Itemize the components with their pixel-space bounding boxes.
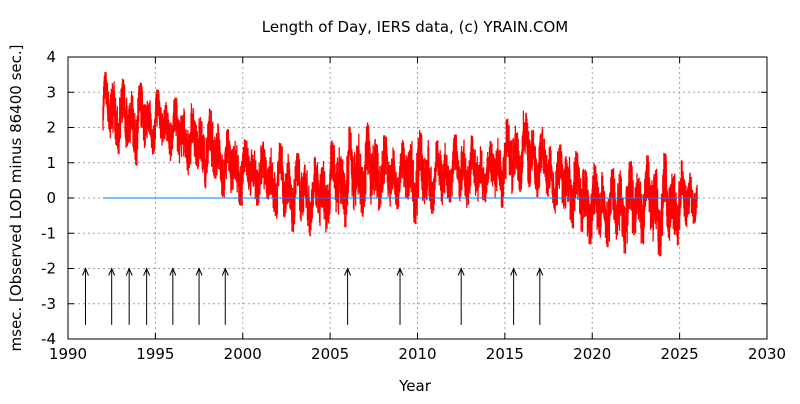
- x-tick-label: 1995: [136, 345, 174, 363]
- series-group: [82, 71, 698, 325]
- lod-series-line: [102, 71, 698, 257]
- plot-frame: [67, 56, 768, 340]
- y-tick-label: 3: [46, 83, 56, 101]
- y-tick-label: 1: [46, 154, 56, 172]
- y-tick-label: -3: [41, 295, 56, 313]
- arrow-head-icon: [536, 267, 544, 276]
- arrow-head-icon: [221, 267, 229, 276]
- chart-title: Length of Day, IERS data, (c) YRAIN.COM: [262, 18, 568, 36]
- y-tick-label: 2: [46, 119, 56, 137]
- arrow-head-icon: [82, 267, 89, 276]
- arrow-head-icon: [396, 267, 404, 276]
- x-tick-label: 2015: [486, 345, 524, 363]
- x-tick-label: 2025: [661, 345, 699, 363]
- arrow-head-icon: [169, 267, 177, 276]
- x-tick-label: 1990: [49, 345, 87, 363]
- y-tick-label: -1: [41, 224, 56, 242]
- ticks: 1990 1995 2000 2005 2010 2015 2020 2025 2030 -4 -3…: [41, 48, 786, 363]
- y-tick-label: 0: [46, 189, 56, 207]
- x-tick-label: 2010: [398, 345, 436, 363]
- arrow-head-icon: [125, 267, 133, 276]
- arrow-head-icon: [108, 267, 116, 276]
- x-axis-label: Year: [398, 377, 432, 395]
- x-tick-label: 2020: [573, 345, 611, 363]
- arrow-head-icon: [195, 267, 203, 276]
- arrow-head-icon: [143, 267, 151, 276]
- y-tick-label: 4: [46, 48, 56, 66]
- y-tick-label: -2: [41, 260, 56, 278]
- x-tick-label: 2000: [224, 345, 262, 363]
- x-tick-label: 2005: [311, 345, 349, 363]
- arrow-head-icon: [510, 267, 518, 276]
- arrow-head-icon: [457, 267, 465, 276]
- x-tick-label: 2030: [748, 345, 786, 363]
- y-tick-label: -4: [41, 330, 56, 348]
- arrow-head-icon: [344, 267, 352, 276]
- y-axis-label: msec. [Observed LOD minus 86400 sec.]: [7, 45, 25, 352]
